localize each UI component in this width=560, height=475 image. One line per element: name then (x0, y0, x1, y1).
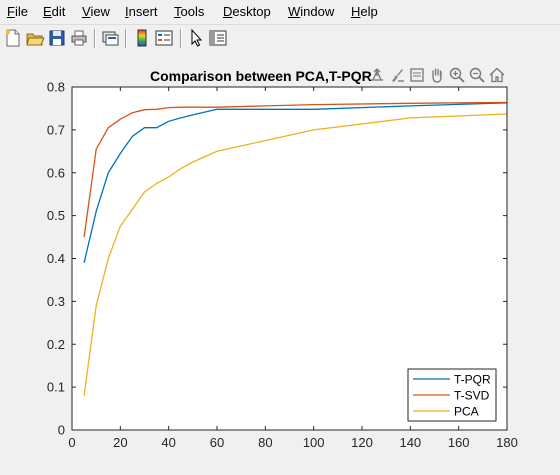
y-tick-label: 0.8 (47, 80, 65, 95)
legend-label: T-PQR (454, 373, 491, 387)
x-tick-label: 60 (210, 435, 224, 450)
print-icon[interactable] (69, 28, 89, 48)
series-line-t-pqr (83, 102, 507, 263)
menu-insert[interactable]: Insert (125, 4, 158, 19)
menu-view[interactable]: View (82, 4, 110, 19)
colorbar-icon[interactable] (132, 28, 152, 48)
x-tick-label: 160 (448, 435, 470, 450)
menu-tools[interactable]: Tools (174, 4, 205, 19)
property-editor-icon[interactable] (208, 28, 228, 48)
pointer-icon[interactable] (186, 28, 206, 48)
menu-edit[interactable]: Edit (43, 4, 66, 19)
menu-bar: File Edit View Insert Tools Desktop Wind… (0, 0, 560, 24)
new-file-icon[interactable] (3, 28, 23, 48)
open-folder-icon[interactable] (25, 28, 45, 48)
x-tick-label: 20 (113, 435, 127, 450)
x-tick-label: 40 (161, 435, 175, 450)
y-tick-label: 0.4 (47, 251, 65, 266)
menu-help[interactable]: Help (351, 4, 378, 19)
x-tick-label: 140 (399, 435, 421, 450)
zoom-out-icon[interactable] (468, 66, 486, 84)
y-tick-label: 0 (58, 423, 65, 438)
export-icon[interactable] (368, 66, 386, 84)
home-icon[interactable] (488, 66, 506, 84)
legend-box (407, 368, 497, 422)
menu-desktop[interactable]: Desktop (223, 4, 271, 19)
x-tick-label: 180 (496, 435, 518, 450)
x-tick-label: 0 (68, 435, 75, 450)
link-figure-icon[interactable] (100, 28, 120, 48)
pan-icon[interactable] (428, 66, 446, 84)
figure-toolbar (0, 24, 560, 54)
series-line-t-svd (83, 101, 507, 238)
brush-icon[interactable] (388, 66, 406, 84)
legend-label: PCA (454, 405, 479, 419)
x-tick-label: 100 (303, 435, 325, 450)
chart-title: Comparison between PCA,T-PQR (150, 68, 372, 84)
y-tick-label: 0.6 (47, 165, 65, 180)
line-chart: 0 20 40 60 80 100 120 140 160 180 0 0.1 0.2 0.3 0.4 0.5… (47, 68, 518, 450)
series-line-pca (83, 113, 507, 396)
y-tick-label: 0.5 (47, 208, 65, 223)
legend-label: T-SVD (454, 389, 490, 403)
y-tick-label: 0.2 (47, 337, 65, 352)
menu-file[interactable]: File (7, 4, 28, 19)
y-tick-label: 0.1 (47, 380, 65, 395)
zoom-in-icon[interactable] (448, 66, 466, 84)
x-tick-label: 120 (351, 435, 373, 450)
legend-icon[interactable] (154, 28, 174, 48)
data-tip-icon[interactable] (408, 66, 426, 84)
x-tick-label: 80 (258, 435, 272, 450)
y-tick-label: 0.3 (47, 294, 65, 309)
y-tick-label: 0.7 (47, 122, 65, 137)
save-icon[interactable] (47, 28, 67, 48)
figure-canvas: 0 20 40 60 80 100 120 140 160 180 0 0.1 0.2 0.3 0.4 0.5… (0, 53, 560, 475)
menu-window[interactable]: Window (288, 4, 335, 19)
